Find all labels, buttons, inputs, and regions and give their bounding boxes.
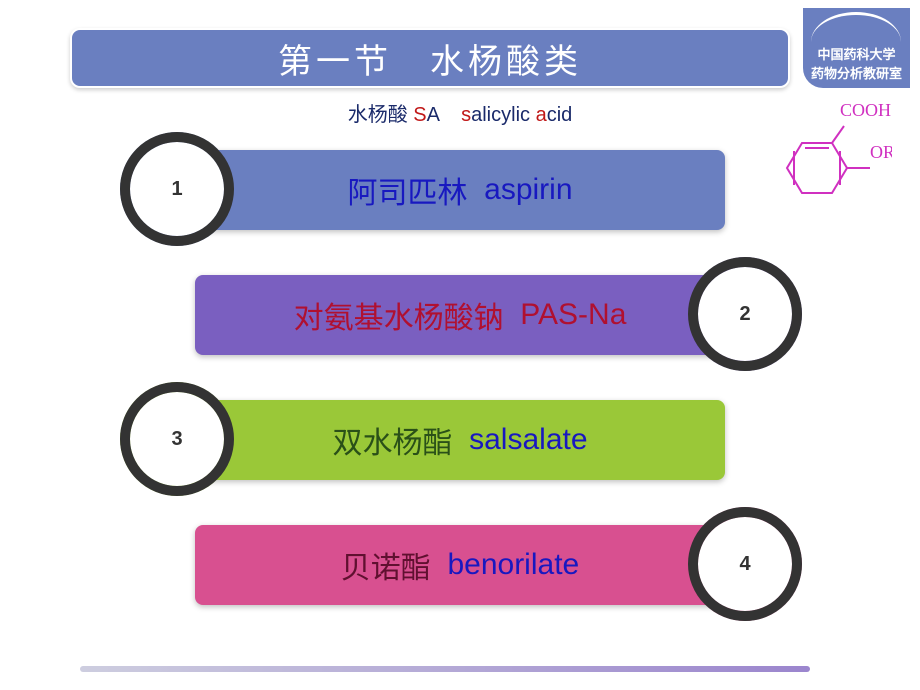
logo-line2: 药物分析教研室: [811, 63, 902, 82]
drug-row-1: 阿司匹林 aspirin: [195, 150, 725, 230]
number-circle-1: 1: [130, 142, 224, 236]
drug-cn-1: 阿司匹林: [347, 168, 467, 212]
chem-structure: COOH OR: [752, 88, 892, 228]
chem-or: OR: [870, 142, 892, 162]
number-circle-3: 3: [130, 392, 224, 486]
drug-en-3: salsalate: [469, 423, 587, 457]
sub-p1: 水杨酸: [348, 104, 408, 126]
logo: 中国药科大学 药物分析教研室: [803, 8, 910, 88]
drug-en-1: aspirin: [484, 173, 572, 207]
number-circle-4: 4: [698, 517, 792, 611]
footer-accent: [80, 666, 810, 672]
drug-cn-2: 对氨基水杨酸钠: [294, 293, 504, 337]
drug-en-2: PAS-Na: [520, 298, 626, 332]
sub-p3: A: [427, 104, 439, 126]
drug-row-2: 对氨基水杨酸钠 PAS-Na: [195, 275, 725, 355]
drug-en-4: benorilate: [447, 548, 579, 582]
slide-title-text: 第一节 水杨酸类: [278, 34, 582, 83]
logo-line1: 中国药科大学: [811, 44, 902, 63]
drug-row-3: 双水杨酯 salsalate: [195, 400, 725, 480]
number-circle-2: 2: [698, 267, 792, 361]
slide-title: 第一节 水杨酸类: [70, 28, 790, 88]
drug-cn-4: 贝诺酯: [341, 543, 431, 587]
sub-p7: cid: [547, 104, 573, 126]
drug-row-4: 贝诺酯 benorilate: [195, 525, 725, 605]
drug-cn-3: 双水杨酯: [332, 418, 452, 462]
sub-p6: a: [536, 104, 547, 126]
sub-p4: s: [461, 104, 471, 126]
logo-arc: [811, 12, 901, 42]
sub-p5: alicylic: [471, 104, 530, 126]
chem-cooh: COOH: [840, 100, 891, 120]
sub-p2: S: [413, 104, 426, 126]
